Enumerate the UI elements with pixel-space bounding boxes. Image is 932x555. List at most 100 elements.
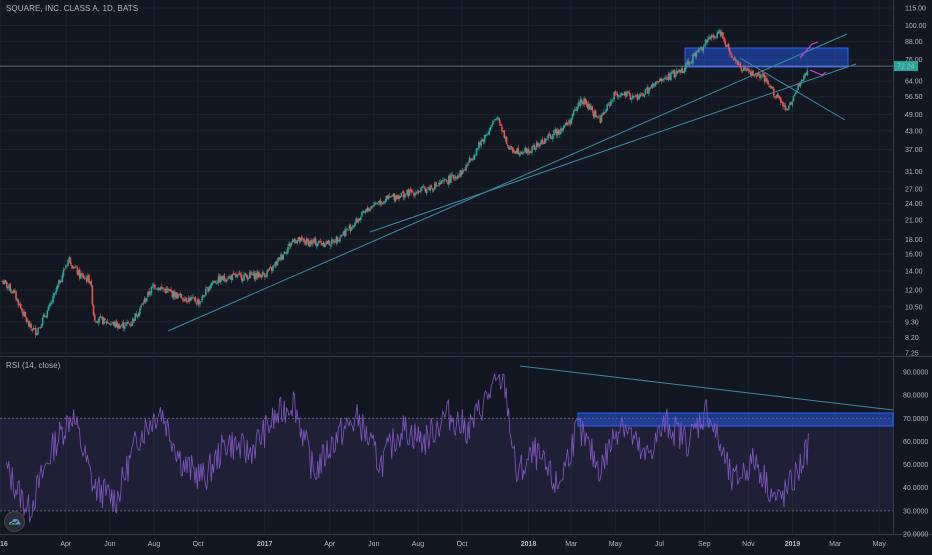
candle-body	[285, 252, 288, 254]
candle-body	[304, 242, 307, 244]
candle-body	[171, 291, 174, 297]
candle-body	[338, 240, 340, 242]
candle-body	[629, 94, 632, 100]
candle-body	[143, 298, 146, 303]
candle-body	[354, 222, 356, 226]
candle-body	[183, 300, 185, 302]
candle-body	[537, 142, 539, 145]
candle-body	[658, 81, 661, 82]
time-axis[interactable]: 2016 Apr Jun Aug Oct 2017 Apr Jun Aug Oct 2018 Mar M…	[0, 541, 886, 548]
candle-body	[667, 73, 670, 81]
candle-body	[388, 195, 391, 198]
trendline-layer[interactable]	[167, 33, 894, 411]
candle-body	[720, 31, 723, 37]
candle-body	[47, 306, 50, 311]
candle-body	[561, 129, 563, 131]
candle-body	[132, 318, 134, 324]
candle-body	[186, 301, 189, 302]
candle-body	[680, 69, 683, 73]
price-tick-label: 115.00	[905, 6, 926, 13]
candle-body	[149, 293, 152, 295]
candle-body	[270, 267, 273, 272]
candle-body	[378, 201, 381, 203]
candle-body	[34, 327, 37, 335]
candle-body	[563, 125, 566, 128]
last-price-label: 72.24	[897, 64, 915, 71]
candle-body	[409, 189, 412, 192]
candle-body	[379, 200, 382, 204]
time-tick-label: Jul	[655, 541, 664, 548]
candle-body	[112, 322, 115, 324]
candle-body	[133, 319, 135, 322]
candle-body	[395, 195, 398, 199]
candle-body	[202, 295, 205, 297]
candle-body	[506, 145, 509, 147]
candle-body	[692, 54, 694, 64]
price-tick-label: 100.00	[905, 23, 927, 30]
candle-body	[510, 146, 513, 148]
candle-body	[659, 78, 662, 82]
candle-body	[746, 68, 749, 71]
candle-body	[284, 252, 287, 254]
candle-body	[24, 311, 27, 317]
candle-body	[660, 78, 663, 81]
candle-body	[545, 138, 547, 141]
candle-body	[731, 56, 733, 58]
candle-body	[299, 237, 302, 242]
candle-body	[751, 71, 753, 76]
candle-body	[465, 164, 467, 171]
tradingview-logo-button[interactable]	[4, 511, 25, 532]
candle-body	[708, 36, 710, 39]
candle-body	[140, 305, 142, 308]
candle-body	[201, 295, 204, 301]
candle-body	[301, 236, 303, 240]
candle-body	[567, 124, 569, 125]
candle-body	[521, 152, 524, 154]
candle-body	[626, 92, 628, 97]
candle-body	[309, 241, 311, 247]
rsi-axis[interactable]: 90.0000 80.0000 70.0000 60.0000 50.0000 40.00…	[903, 370, 928, 539]
time-tick-label: 2017	[257, 541, 273, 548]
candle-body	[657, 81, 659, 83]
candle-body	[240, 274, 243, 281]
candle-body	[730, 53, 732, 56]
candle-body	[70, 264, 73, 267]
candle-body	[786, 108, 789, 110]
candle-body	[46, 310, 49, 318]
candle-body	[274, 262, 277, 266]
candle-body	[598, 116, 600, 118]
candle-body	[800, 80, 803, 83]
price-tick-label: 7.25	[905, 351, 919, 358]
candle-body	[439, 182, 442, 185]
candle-body	[63, 269, 66, 270]
candle-body	[688, 62, 691, 66]
candle-body	[594, 110, 597, 117]
candle-body	[31, 329, 34, 331]
candle-body	[791, 102, 794, 106]
candle-body	[452, 175, 455, 179]
candle-body	[633, 96, 635, 98]
candle-body	[606, 104, 609, 111]
zone-layer[interactable]	[0, 47, 894, 427]
candle-body	[516, 148, 518, 154]
candle-body	[775, 97, 777, 99]
candle-body	[437, 185, 440, 187]
candle-body	[696, 51, 699, 53]
candle-body	[486, 134, 488, 136]
candle-body	[805, 73, 808, 75]
candle-body	[408, 190, 411, 196]
candle-body	[360, 217, 362, 221]
candle-body	[280, 254, 282, 260]
candle-body	[235, 273, 237, 278]
candle-body	[83, 277, 86, 279]
candle-body	[464, 169, 466, 171]
candle-body	[208, 287, 211, 291]
candle-body	[224, 279, 227, 282]
price-axis[interactable]: 115.00 100.00 88.00 76.00 64.00 56.50 49.00 43.…	[894, 6, 927, 358]
candle-body	[611, 99, 613, 102]
candle-body	[766, 78, 768, 82]
candle-body	[141, 303, 143, 305]
candle-body	[504, 137, 507, 140]
